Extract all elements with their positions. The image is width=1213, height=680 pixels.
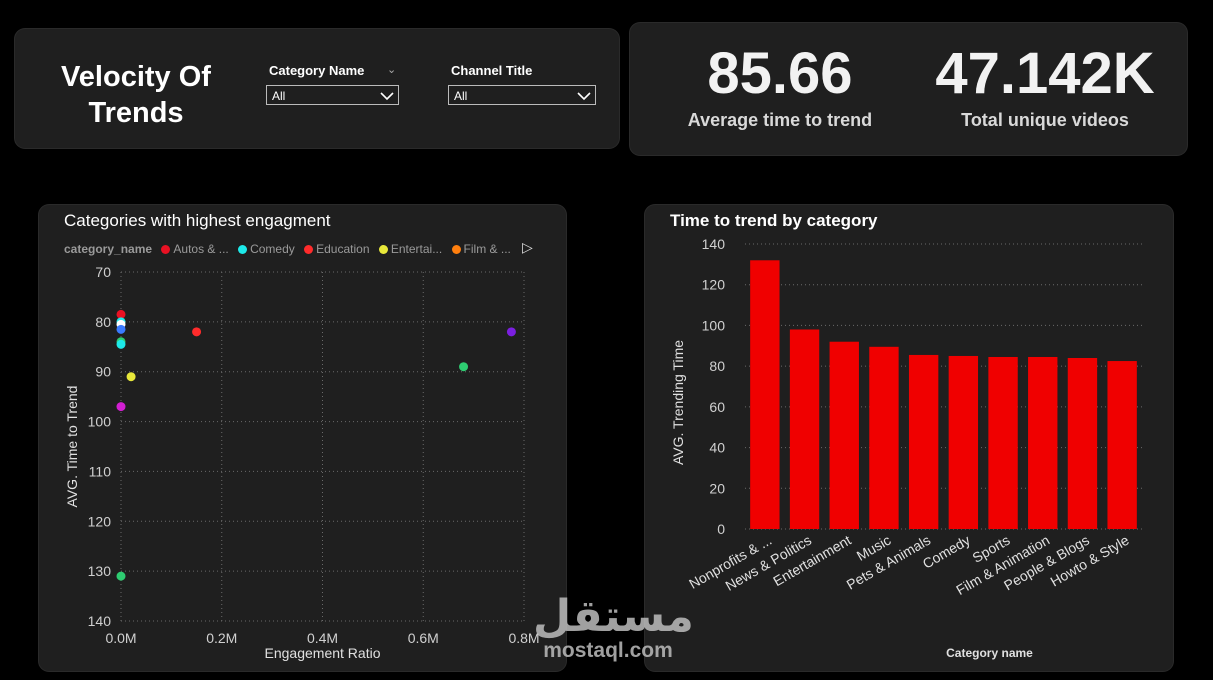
legend-dot xyxy=(238,245,248,254)
bar-chart-panel[interactable]: Time to trend by category 0 20 40 60 80 100 12… xyxy=(645,205,1173,671)
legend-item-label: Comedy xyxy=(250,242,295,256)
kpi-avg-time-value: 85.66 xyxy=(707,41,853,106)
scatter-point xyxy=(126,372,136,382)
y-tick-label: 100 xyxy=(702,317,726,333)
dashboard-title: Velocity Of Trends xyxy=(61,61,211,129)
y-tick-label: 110 xyxy=(89,463,112,479)
bar xyxy=(1028,356,1058,529)
scatter-point xyxy=(116,324,126,334)
legend-item-label: Film & ... xyxy=(463,242,511,256)
legend-title: category_name xyxy=(64,242,153,256)
bar xyxy=(789,329,820,529)
legend-item-label: Education xyxy=(316,242,370,256)
scatter-plot: 0.0M 0.2M 0.4M 0.6M 0.8M 70 80 90 100 110 120 130 14… xyxy=(64,264,540,661)
watermark-arabic: مستقل xyxy=(533,591,694,642)
legend-item-label: Entertai... xyxy=(390,242,443,256)
y-tick-label: 90 xyxy=(95,364,111,380)
y-axis-label: AVG. Time to Trend xyxy=(64,386,80,508)
kpi-total-videos-label: Total unique videos xyxy=(961,110,1129,130)
legend-item[interactable]: Entertai... xyxy=(378,242,443,256)
kpi-avg-time-label: Average time to trend xyxy=(687,110,873,130)
x-tick-label: 0.2M xyxy=(206,630,237,646)
y-tick-label: 120 xyxy=(702,277,726,293)
y-tick-label: 130 xyxy=(88,563,112,579)
scatter-title: Categories with highest engagment xyxy=(64,211,331,230)
bar xyxy=(750,260,780,529)
watermark-latin: mostaql.com xyxy=(543,639,673,662)
watermark: مستقل mostaql.com xyxy=(533,591,694,663)
bar xyxy=(1067,358,1098,529)
y-tick-label: 100 xyxy=(88,414,112,430)
legend-dot xyxy=(161,245,171,254)
x-tick-label: 0.0M xyxy=(105,630,136,646)
scatter-point xyxy=(116,571,126,581)
legend-item[interactable]: Education xyxy=(304,242,370,256)
kpi-panel: 85.66 Average time to trend 47.142K Tota… xyxy=(630,23,1187,155)
bar xyxy=(948,355,979,529)
category-slicer[interactable]: Category Name ⌄ All xyxy=(266,63,403,105)
scatter-point xyxy=(116,402,126,412)
legend-item[interactable]: Comedy xyxy=(238,242,295,256)
x-tick-label: 0.4M xyxy=(307,630,338,646)
legend-item[interactable]: Film & ... xyxy=(451,242,511,256)
x-tick-label: 0.6M xyxy=(408,630,439,646)
legend-item-label: Autos & ... xyxy=(173,242,229,256)
x-tick-label: 0.8M xyxy=(508,630,539,646)
scatter-point xyxy=(116,309,126,319)
scatter-point xyxy=(116,339,126,349)
kpi-total-videos-value: 47.142K xyxy=(935,41,1155,106)
y-tick-label: 20 xyxy=(709,480,725,496)
title-panel: Velocity Of Trends Category Name ⌄ All C… xyxy=(15,29,619,148)
y-tick-label: 40 xyxy=(709,440,725,456)
bar xyxy=(988,356,1018,529)
y-tick-label: 140 xyxy=(88,613,112,629)
chevron-down-icon[interactable]: ⌄ xyxy=(387,64,397,76)
bar xyxy=(869,346,899,529)
y-tick-label: 60 xyxy=(709,399,725,415)
y-tick-label: 70 xyxy=(95,264,111,280)
y-tick-label: 140 xyxy=(702,236,726,252)
legend-next-icon[interactable]: ▷ xyxy=(522,239,533,255)
channel-slicer[interactable]: Channel Title All xyxy=(448,63,601,105)
bar xyxy=(1107,361,1137,529)
y-axis-label: AVG. Trending Time xyxy=(670,340,686,465)
channel-select-value: All xyxy=(454,89,468,103)
bar-title: Time to trend by category xyxy=(670,211,878,230)
chevron-down-icon xyxy=(577,92,591,101)
y-tick-label: 80 xyxy=(709,358,725,374)
scatter-point xyxy=(459,362,469,372)
bar xyxy=(908,354,939,529)
channel-slicer-label: Channel Title xyxy=(451,63,533,78)
scatter-point xyxy=(506,327,516,337)
x-axis-label: Category name xyxy=(946,646,1033,660)
channel-select[interactable]: All xyxy=(448,85,596,105)
y-tick-label: 80 xyxy=(95,314,111,330)
legend-dot xyxy=(451,245,461,254)
legend-dot xyxy=(378,245,388,254)
legend-item[interactable]: Autos & ... xyxy=(161,242,229,256)
scatter-legend: category_name Autos & ... Comedy Educati… xyxy=(64,239,533,256)
scatter-point xyxy=(192,327,202,337)
x-axis-label: Engagement Ratio xyxy=(265,645,381,661)
category-slicer-label: Category Name xyxy=(269,63,365,78)
y-tick-label: 120 xyxy=(88,513,112,529)
category-select-value: All xyxy=(272,89,286,103)
legend-dot xyxy=(304,245,314,254)
category-select[interactable]: All xyxy=(266,85,399,105)
chevron-down-icon xyxy=(380,92,394,101)
scatter-chart-panel[interactable]: Categories with highest engagment catego… xyxy=(39,205,566,671)
y-tick-label: 0 xyxy=(717,521,725,537)
bar xyxy=(829,341,859,529)
